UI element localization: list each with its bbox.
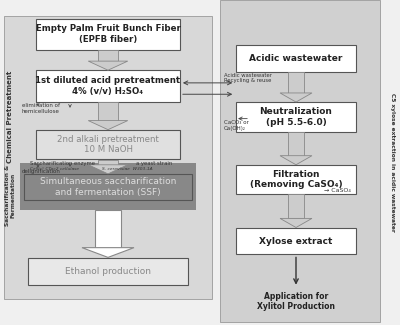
Text: Saccharification &
Fermentation: Saccharification & Fermentation [5, 164, 16, 226]
Text: Cellic° CTec2 cellulase: Cellic° CTec2 cellulase [30, 167, 79, 171]
Bar [236, 228, 356, 254]
Text: Ethanol production: Ethanol production [65, 267, 151, 276]
Bar [98, 50, 118, 61]
Bar [98, 102, 118, 121]
Polygon shape [88, 61, 128, 70]
Text: Application for
Xylitol Production: Application for Xylitol Production [257, 292, 335, 311]
Bar [20, 162, 196, 210]
Polygon shape [280, 156, 312, 165]
Text: a yeast strain: a yeast strain [136, 161, 172, 166]
Text: Empty Palm Fruit Bunch Fiber
(EPFB fiber): Empty Palm Fruit Bunch Fiber (EPFB fiber… [36, 24, 180, 44]
Text: S. cerevisiae  W303-1A: S. cerevisiae W303-1A [102, 167, 153, 171]
Text: C5 xylose extraction in acidic wastewater: C5 xylose extraction in acidic wastewate… [390, 93, 395, 232]
Text: Acidic wastewater
Recycling & reuse: Acidic wastewater Recycling & reuse [224, 72, 272, 84]
Bar [288, 132, 304, 156]
Bar [288, 194, 304, 218]
Bar [98, 160, 118, 165]
Text: Filtration
(Removing CaSO₄): Filtration (Removing CaSO₄) [250, 170, 342, 189]
Polygon shape [82, 248, 134, 257]
Text: Saccharification enzyme: Saccharification enzyme [30, 161, 95, 166]
Bar [236, 165, 356, 194]
Text: Simultaneous saccharification
and fermentation (SSF): Simultaneous saccharification and fermen… [40, 177, 176, 197]
Text: Neutralization
(pH 5.5-6.0): Neutralization (pH 5.5-6.0) [260, 107, 332, 127]
Bar [36, 130, 180, 159]
Text: Acidic wastewater: Acidic wastewater [249, 54, 343, 63]
Bar [288, 72, 304, 93]
Text: 2nd alkali pretreatment
10 M NaOH: 2nd alkali pretreatment 10 M NaOH [57, 135, 159, 154]
Bar [95, 210, 121, 248]
Text: Chemical Pretreatment: Chemical Pretreatment [7, 71, 14, 163]
Bar [236, 45, 356, 72]
Text: 1st diluted acid pretreatment
4% (v/v) H₂SO₄: 1st diluted acid pretreatment 4% (v/v) H… [36, 76, 180, 96]
Bar [220, 0, 380, 322]
Bar [4, 16, 212, 299]
Text: CaCO₃ or
Ca(OH)₂: CaCO₃ or Ca(OH)₂ [224, 120, 249, 131]
Polygon shape [88, 165, 128, 174]
Text: → CaSO₄: → CaSO₄ [324, 188, 351, 193]
Text: delignification: delignification [22, 169, 61, 174]
Text: Xylose extract: Xylose extract [259, 237, 333, 246]
Bar [28, 257, 188, 285]
Text: elimination of
hemicellulose: elimination of hemicellulose [22, 103, 60, 114]
Polygon shape [88, 121, 128, 130]
Bar [236, 102, 356, 132]
Polygon shape [280, 93, 312, 102]
Polygon shape [280, 218, 312, 227]
Bar [24, 174, 192, 200]
Bar [36, 70, 180, 102]
Bar [36, 19, 180, 49]
